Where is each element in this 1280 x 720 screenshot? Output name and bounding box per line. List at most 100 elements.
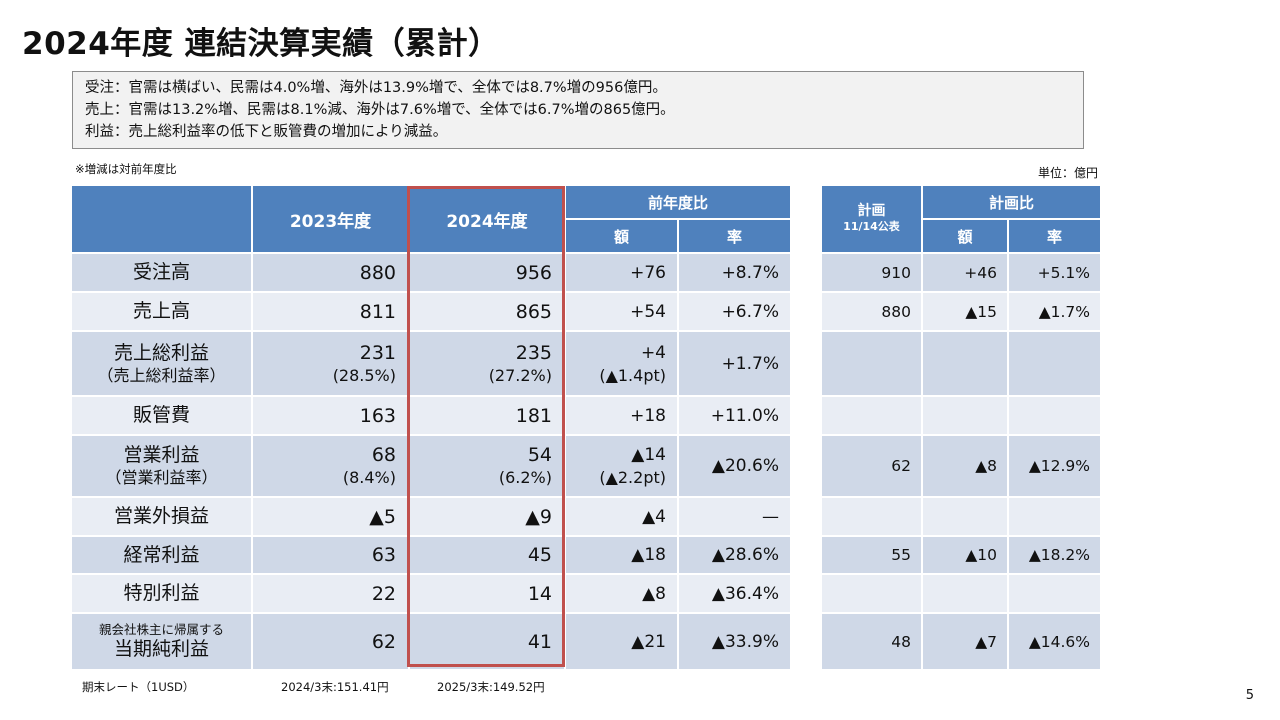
header-plan-amount: 額 (923, 220, 1007, 252)
row-label: 営業利益 (123, 444, 200, 466)
header-plan-label: 計画 (857, 203, 886, 219)
cell-plan-amount (923, 498, 1007, 535)
header-plan-rate: 率 (1009, 220, 1100, 252)
cell-plan-amount (923, 575, 1007, 612)
summary-orders: 受注：官需は横ばい、民需は4.0%増、海外は13.9%増で、全体では8.7%増の… (85, 80, 667, 96)
cell-fy2024: 45 (410, 537, 564, 573)
comparison-note: ※増減は対前年度比 (75, 162, 177, 176)
value-plan-rate: +5.1% (1037, 263, 1090, 282)
rate-2025: 2025/3末:149.52円 (437, 680, 545, 694)
value-fy2024: 54 (527, 444, 552, 466)
row-label: 販管費 (132, 404, 190, 426)
cell-yoy-rate: +11.0% (679, 397, 790, 434)
value-yoy-rate: ▲20.6% (711, 456, 779, 476)
row-label: 経常利益 (123, 543, 200, 566)
cell-fy2024: 181 (410, 397, 564, 434)
cell-plan-rate (1009, 397, 1100, 434)
cell-fy2024: 41 (410, 614, 564, 669)
cell-fy2023: 163 (253, 397, 408, 434)
cell-label: 販管費 (72, 397, 251, 434)
cell-plan-amount: ▲15 (923, 293, 1007, 330)
header-yoy-rate: 率 (679, 220, 790, 252)
value-yoy-amount: ▲4 (642, 506, 666, 527)
cell-label: 親会社株主に帰属する 当期純利益 (72, 614, 251, 669)
cell-plan: 910 (822, 254, 921, 291)
summary-box: 受注：官需は横ばい、民需は4.0%増、海外は13.9%増で、全体では8.7%増の… (72, 71, 1084, 149)
value-fy2024: 14 (527, 582, 552, 605)
cell-fy2023: 22 (253, 575, 408, 612)
value-yoy-amount-sub: (▲1.4pt) (599, 365, 666, 385)
cell-yoy-rate: — (679, 498, 790, 535)
value-yoy-amount: +18 (630, 405, 666, 426)
header-plan: 計画 11/14公表 (822, 186, 921, 252)
value-yoy-amount: +76 (630, 262, 666, 283)
cell-fy2023: 68 (8.4%) (253, 436, 408, 496)
row-label: 特別利益 (123, 582, 200, 604)
value-plan: 880 (881, 302, 911, 321)
page-number: 5 (1245, 688, 1254, 703)
header-yoy: 前年度比 (566, 186, 790, 218)
cell-yoy-amount: +54 (566, 293, 677, 330)
header-vs-plan: 計画比 (923, 186, 1100, 218)
value-fy2024: 235 (515, 341, 552, 364)
value-fy2024: 41 (527, 630, 552, 653)
value-yoy-rate: ▲33.9% (711, 631, 779, 652)
rate-label: 期末レート（1USD） (82, 680, 195, 694)
cell-fy2024: 54 (6.2%) (410, 436, 564, 496)
cell-yoy-rate: +8.7% (679, 254, 790, 291)
cell-yoy-rate: ▲36.4% (679, 575, 790, 612)
cell-plan-amount: ▲8 (923, 436, 1007, 496)
value-fy2023-sub: (8.4%) (342, 468, 396, 487)
cell-plan: 62 (822, 436, 921, 496)
value-fy2023-sub: (28.5%) (332, 365, 396, 385)
cell-plan-amount (923, 397, 1007, 434)
value-fy2024-sub: (27.2%) (488, 365, 552, 385)
value-yoy-rate: ▲28.6% (711, 545, 779, 565)
cell-label: 営業外損益 (72, 498, 251, 535)
value-yoy-amount: ▲8 (642, 583, 666, 604)
value-fy2024: ▲9 (525, 505, 552, 528)
cell-fy2023: ▲5 (253, 498, 408, 535)
value-fy2024: 181 (515, 404, 552, 427)
cell-yoy-amount: ▲8 (566, 575, 677, 612)
cell-yoy-amount: +4 (▲1.4pt) (566, 332, 677, 395)
value-yoy-amount: ▲18 (631, 545, 666, 565)
value-plan-amount: +46 (964, 263, 997, 282)
cell-plan (822, 397, 921, 434)
cell-label: 売上高 (72, 293, 251, 330)
cell-plan: 880 (822, 293, 921, 330)
value-yoy-amount: ▲21 (631, 631, 666, 652)
value-fy2024-sub: (6.2%) (498, 468, 552, 487)
summary-profit: 利益：売上総利益率の低下と販管費の増加により減益。 (85, 124, 448, 140)
row-label: 受注高 (132, 261, 190, 283)
summary-sales: 売上：官需は13.2%増、民需は8.1%減、海外は7.6%増で、全体では6.7%… (85, 102, 675, 118)
cell-fy2023: 63 (253, 537, 408, 573)
value-fy2023: 22 (371, 582, 396, 605)
value-yoy-amount-sub: (▲2.2pt) (599, 468, 666, 487)
value-fy2024: 45 (527, 544, 552, 566)
rate-2024: 2024/3末:151.41円 (281, 680, 389, 694)
cell-yoy-amount: +18 (566, 397, 677, 434)
cell-fy2024: 235 (27.2%) (410, 332, 564, 395)
cell-plan-rate (1009, 332, 1100, 395)
cell-yoy-amount: ▲14 (▲2.2pt) (566, 436, 677, 496)
value-plan-rate: ▲12.9% (1028, 457, 1090, 475)
cell-fy2023: 811 (253, 293, 408, 330)
value-plan: 48 (891, 632, 911, 651)
unit-label: 単位：億円 (1037, 166, 1098, 180)
cell-yoy-amount: +76 (566, 254, 677, 291)
value-plan-rate: ▲18.2% (1028, 546, 1090, 564)
value-yoy-rate: — (762, 506, 779, 527)
value-plan-amount: ▲15 (965, 302, 997, 321)
cell-plan: 48 (822, 614, 921, 669)
cell-yoy-amount: ▲21 (566, 614, 677, 669)
cell-label: 営業利益 （営業利益率） (72, 436, 251, 496)
cell-label: 特別利益 (72, 575, 251, 612)
cell-plan-rate (1009, 575, 1100, 612)
cell-yoy-rate: ▲28.6% (679, 537, 790, 573)
value-fy2024: 865 (515, 300, 552, 323)
row-label: 当期純利益 (113, 638, 209, 660)
value-fy2023: 880 (359, 261, 396, 284)
value-yoy-rate: +11.0% (710, 405, 779, 426)
cell-plan (822, 332, 921, 395)
